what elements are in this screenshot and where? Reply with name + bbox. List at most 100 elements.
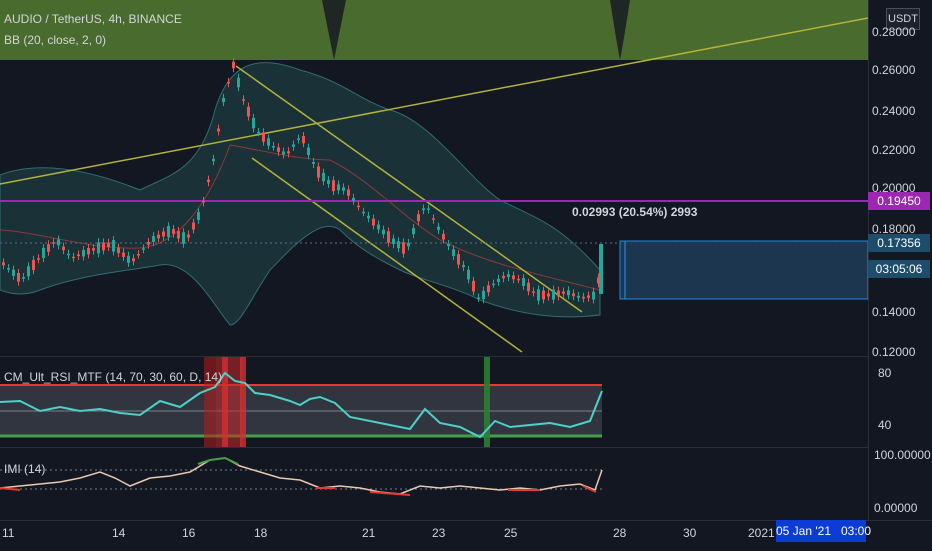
candle-body — [567, 290, 570, 296]
candle-body — [477, 297, 480, 299]
price-chart[interactable] — [0, 0, 868, 356]
candle-body — [507, 274, 510, 278]
candle-body — [512, 275, 515, 280]
time-tick: 28 — [613, 526, 627, 540]
candle-body — [552, 289, 555, 300]
candle-body — [92, 248, 95, 251]
time-tick: 23 — [432, 526, 446, 540]
candle-body — [127, 255, 130, 263]
candle-body — [432, 218, 435, 220]
candle-body — [347, 189, 350, 196]
crosshair-time-tag: 05 Jan '21 03:00 — [776, 520, 871, 542]
candle-body — [282, 151, 285, 155]
candle-body — [362, 211, 365, 214]
candle-body — [457, 254, 460, 265]
bollinger-band — [0, 62, 601, 326]
candle-body — [492, 283, 495, 286]
candle-body — [327, 180, 330, 184]
candle-body — [12, 269, 15, 276]
candle-body — [542, 290, 545, 300]
candle-body — [7, 268, 10, 270]
time-tick: 25 — [504, 526, 518, 540]
candle-body — [152, 236, 155, 242]
time-tick: 16 — [182, 526, 196, 540]
price-tick: 0.20000 — [872, 181, 916, 195]
imi-title[interactable]: IMI (14) — [4, 462, 46, 476]
bb-basis-line — [0, 144, 601, 291]
candle-body — [337, 184, 340, 191]
time-tick: 14 — [112, 526, 126, 540]
candle-body — [487, 285, 490, 293]
candle-body — [187, 234, 190, 238]
top-green-band — [0, 0, 868, 60]
candle-body — [232, 61, 235, 69]
candle-body — [97, 242, 100, 254]
candle-body — [37, 258, 40, 260]
pane-divider[interactable] — [0, 356, 868, 357]
time-tick: 18 — [254, 526, 268, 540]
candle-body — [22, 277, 25, 279]
candle-body — [517, 278, 520, 281]
price-tick: 0.12000 — [872, 345, 916, 359]
candle-body — [382, 229, 385, 235]
candle-body — [527, 282, 530, 292]
candle-body — [297, 138, 300, 141]
candle-body — [182, 232, 185, 244]
currency-button[interactable]: USDT — [886, 8, 920, 30]
candle-body — [252, 117, 255, 129]
candle-body — [302, 136, 305, 144]
candle-body — [577, 295, 580, 298]
channel-upper[interactable] — [235, 65, 583, 313]
candle-body — [557, 290, 560, 297]
rsi-line — [0, 371, 603, 439]
candle-body — [462, 264, 465, 268]
rsi-tick: 80 — [878, 366, 892, 380]
rsi-chart[interactable] — [0, 357, 868, 447]
candlesticks — [2, 57, 603, 305]
candle-body — [472, 280, 475, 292]
symbol-title: AUDIO / TetherUS, 4h, BINANCE — [4, 12, 182, 26]
rsi-title[interactable]: CM_Ult_RSI_MTF (14, 70, 30, 60, D, 14) — [4, 370, 223, 384]
channel-lower[interactable] — [251, 157, 523, 353]
price-tick: 0.24000 — [872, 104, 916, 118]
candle-body — [227, 81, 230, 84]
candle-body — [27, 266, 30, 277]
candle-body — [392, 238, 395, 245]
price-tick: 0.18000 — [872, 222, 916, 236]
candle-body — [292, 144, 295, 147]
rsi-oversold-bar — [484, 357, 490, 447]
candle-body — [387, 231, 390, 243]
candle-body — [427, 208, 430, 210]
candle-body — [467, 269, 470, 280]
pane-divider[interactable] — [0, 447, 868, 448]
candle-body — [197, 212, 200, 220]
candle-body — [452, 249, 455, 257]
candle-body — [2, 262, 5, 266]
candle-body — [72, 256, 75, 259]
countdown-tag: 03:05:06 — [868, 260, 930, 278]
candle-body — [352, 197, 355, 201]
candle-body — [52, 242, 55, 244]
candle-body — [442, 233, 445, 240]
candle-body — [172, 228, 175, 234]
band-notch — [322, 0, 346, 60]
price-tick: 0.26000 — [872, 63, 916, 77]
candle-body — [287, 151, 290, 154]
time-tick: 21 — [362, 526, 376, 540]
candle-body — [17, 272, 20, 282]
candle-body — [212, 158, 215, 162]
candle-body — [317, 166, 320, 178]
candle-body — [237, 77, 240, 88]
candle-body — [412, 228, 415, 235]
measure-box[interactable] — [619, 240, 868, 300]
imi-chart[interactable] — [0, 448, 868, 520]
candle-body — [522, 278, 525, 286]
candle-body — [107, 242, 110, 248]
candle-body — [217, 128, 220, 132]
last-price-tag: 0.17356 — [868, 234, 930, 252]
candle-body — [502, 275, 505, 279]
level-price-tag: 0.19450 — [868, 192, 930, 210]
bb-indicator-title[interactable]: BB (20, close, 2, 0) — [4, 33, 107, 47]
candle-body — [532, 291, 535, 293]
trend-line[interactable] — [0, 17, 868, 185]
